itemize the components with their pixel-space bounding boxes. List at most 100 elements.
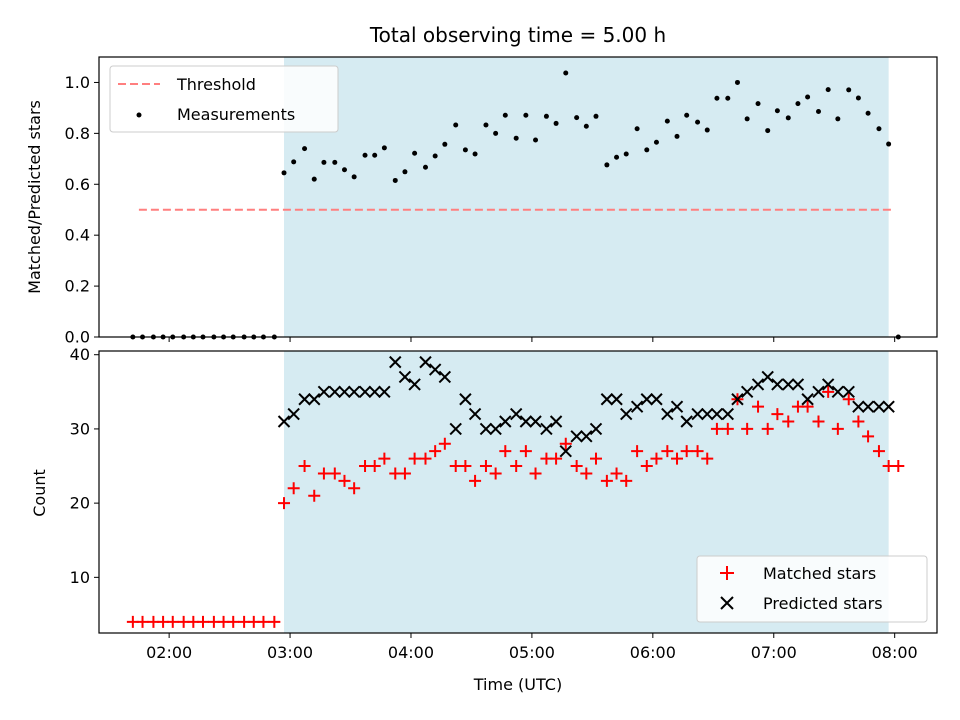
predicted-star-marker: [570, 430, 583, 443]
predicted-star-marker: [620, 407, 633, 421]
legend-measurements-swatch: [136, 112, 142, 118]
measurement-point: [502, 112, 508, 118]
matched-star-marker: [691, 445, 704, 458]
measurement-point: [644, 147, 650, 153]
predicted-star-marker: [308, 393, 321, 406]
predicted-star-marker: [468, 407, 482, 421]
matched-star-marker: [257, 615, 270, 628]
measurement-point: [614, 154, 620, 160]
matched-star-marker: [429, 445, 442, 458]
measurement-point: [846, 87, 852, 93]
measurements-series: [130, 70, 901, 340]
measurement-point: [725, 95, 731, 101]
predicted-star-marker: [650, 393, 663, 406]
top-legend: Threshold Measurements: [109, 65, 339, 133]
measurement-point: [523, 112, 529, 118]
x-tick-label: 02:00: [146, 643, 192, 662]
measurement-point: [855, 95, 861, 101]
measurement-point: [634, 126, 640, 132]
matched-star-marker: [479, 460, 492, 473]
matched-star-marker: [600, 474, 613, 487]
predicted-star-marker: [782, 378, 795, 391]
predicted-star-marker: [529, 415, 542, 428]
measurement-point: [362, 152, 368, 158]
measurement-point: [453, 122, 459, 128]
measurement-point: [755, 101, 761, 107]
predicted-star-marker: [721, 407, 735, 421]
matched-star-marker: [812, 415, 825, 428]
predicted-star-marker: [710, 407, 724, 421]
measurement-point: [674, 133, 680, 139]
predicted-star-marker: [812, 385, 825, 399]
predicted-star-marker: [489, 422, 502, 436]
measurement-point: [483, 122, 489, 128]
matched-star-marker: [862, 430, 875, 443]
predicted-star-marker: [640, 393, 653, 406]
predicted-star-marker: [740, 385, 754, 399]
legend-predicted-swatch: [720, 596, 734, 610]
predicted-star-marker: [438, 370, 452, 384]
matched-star-marker: [610, 467, 623, 480]
predicted-star-marker: [761, 370, 774, 384]
matched-star-marker: [317, 467, 330, 480]
measurement-point: [281, 170, 287, 176]
measurement-point: [695, 119, 701, 125]
predicted-star-marker: [821, 378, 835, 391]
predicted-star-marker: [398, 370, 412, 384]
measurement-point: [704, 127, 710, 133]
predicted-star-marker: [771, 378, 784, 391]
matched-star-marker: [227, 615, 240, 628]
predicted-star-marker: [670, 400, 684, 413]
y-tick-label: 0.4: [65, 226, 90, 245]
predicted-star-marker: [277, 415, 291, 428]
measurement-point: [684, 112, 690, 118]
x-tick-label: 06:00: [630, 643, 676, 662]
predicted-star-marker: [338, 385, 351, 399]
measurement-point: [402, 169, 408, 175]
predicted-stars-series: [277, 355, 895, 458]
predicted-star-marker: [328, 385, 342, 399]
y-tick-label: 30: [70, 419, 90, 438]
matched-star-marker: [298, 460, 311, 473]
y-tick-label: 40: [70, 345, 90, 364]
bottom-legend: Matched stars Predicted stars: [696, 555, 928, 623]
measurement-point: [493, 130, 499, 136]
top-panel: 0.0 0.2 0.4 0.6 0.8 1.0 Matched/Predicted sta…: [25, 56, 938, 347]
measurement-point: [815, 108, 821, 114]
measurement-point: [744, 116, 750, 122]
y-tick-label: 0.2: [65, 277, 90, 296]
predicted-star-marker: [731, 393, 744, 406]
measurement-point: [392, 177, 398, 183]
measurement-point: [513, 135, 519, 141]
predicted-star-marker: [358, 385, 372, 399]
matched-star-marker: [852, 415, 865, 428]
matched-star-marker: [268, 615, 281, 628]
y-tick-label: 0.0: [65, 328, 90, 347]
y-tick-label: 0.6: [65, 175, 90, 194]
predicted-star-marker: [540, 422, 553, 436]
measurement-point: [302, 146, 308, 152]
predicted-star-marker: [419, 355, 432, 369]
predicted-star-marker: [580, 430, 593, 443]
bottom-y-axis-label: Count: [30, 469, 49, 517]
matched-star-marker: [287, 482, 300, 495]
matched-star-marker: [338, 474, 351, 487]
matched-star-marker: [550, 452, 563, 465]
matched-star-marker: [469, 474, 482, 487]
matched-star-marker: [499, 445, 512, 458]
predicted-star-marker: [680, 415, 693, 428]
matched-star-marker: [761, 422, 774, 435]
predicted-star-marker: [861, 400, 875, 413]
top-y-axis-label: Matched/Predicted stars: [25, 100, 44, 294]
y-tick-label: 1.0: [65, 73, 90, 92]
matched-star-marker: [408, 452, 421, 465]
measurement-point: [533, 137, 539, 143]
predicted-star-marker: [559, 444, 572, 458]
matched-star-marker: [842, 393, 855, 406]
legend-matched-swatch: [720, 566, 734, 580]
measurement-point: [432, 153, 438, 159]
predicted-star-marker: [499, 415, 512, 428]
matched-star-marker: [701, 452, 714, 465]
matched-star-marker: [398, 467, 411, 480]
